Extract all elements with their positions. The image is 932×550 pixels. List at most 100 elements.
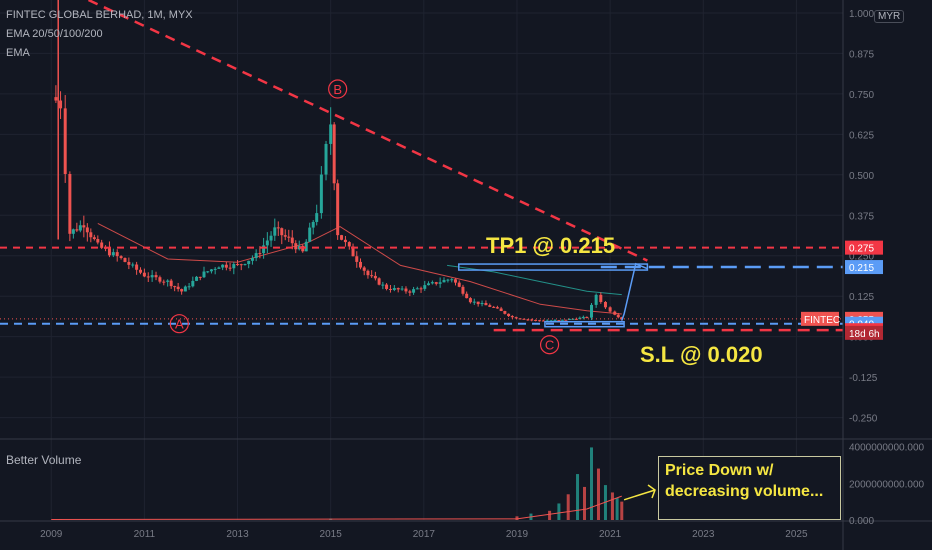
candle-body: [370, 275, 374, 277]
wave-b-label: B: [333, 82, 342, 97]
candle-body: [567, 318, 571, 320]
currency-badge[interactable]: MYR: [874, 10, 905, 23]
candle-body: [537, 320, 541, 322]
symbol-legend[interactable]: FINTEC GLOBAL BERHAD, 1M, MYX: [6, 9, 193, 21]
candle-body: [54, 97, 58, 101]
candle-body: [107, 248, 111, 256]
x-tick-label: 2013: [226, 529, 249, 540]
candle-body: [85, 227, 89, 233]
candle-body: [480, 303, 484, 305]
candle-body: [63, 108, 67, 175]
candle-body: [495, 307, 499, 309]
candle-body: [408, 291, 412, 293]
tp1-label: TP1 @ 0.215: [486, 233, 616, 258]
candle-body: [560, 319, 564, 321]
volume-bar: [583, 486, 587, 520]
candle-body: [59, 100, 63, 109]
candle-body: [599, 294, 603, 302]
candle-body: [176, 286, 180, 290]
volume-bar: [589, 447, 593, 520]
candle-body: [613, 311, 617, 315]
candle-body: [92, 237, 96, 240]
candle-body: [169, 280, 173, 287]
candle-body: [564, 319, 568, 321]
candle-body: [589, 304, 593, 318]
candle-body: [247, 260, 251, 265]
resistance-tag-bg: [845, 240, 883, 255]
candle-body: [388, 288, 392, 290]
candle-body: [183, 286, 187, 292]
wave-b-circle: [328, 79, 348, 99]
candle-body: [616, 314, 620, 318]
candle-body: [243, 264, 247, 266]
candle-body: [280, 228, 284, 236]
candle-body: [127, 261, 131, 265]
candle-body: [142, 272, 146, 277]
tp1-tag-bg: [845, 260, 883, 275]
candle-body: [343, 239, 347, 243]
candle-body: [236, 264, 240, 266]
volume-legend[interactable]: Better Volume: [6, 453, 82, 467]
candle-body: [273, 227, 277, 236]
volume-bar: [576, 474, 580, 520]
candle-body: [430, 282, 434, 284]
tp1-tag-text: 0.215: [849, 263, 874, 274]
candle-body: [503, 311, 507, 314]
x-tick-label: 2017: [413, 529, 436, 540]
candle-body: [304, 241, 308, 252]
x-tick-label: 2015: [320, 529, 343, 540]
candle-body: [450, 279, 454, 281]
candle-body: [434, 282, 438, 284]
candle-body: [446, 279, 450, 281]
volume-pane: [51, 447, 624, 520]
resistance-tag-text: 0.275: [849, 244, 874, 255]
candle-body: [396, 288, 400, 290]
candle-body: [526, 319, 530, 321]
stop-loss-label: S.L @ 0.020: [640, 342, 763, 367]
candle-body: [180, 289, 184, 292]
volume-bar: [515, 516, 519, 520]
volume-bar: [615, 497, 619, 520]
candle-body: [426, 283, 430, 286]
candle-body: [150, 275, 154, 278]
candle-body: [265, 240, 269, 246]
candle-body: [276, 227, 280, 229]
y-tick-label: 0.125: [849, 292, 874, 303]
candle-body: [239, 264, 243, 266]
volume-ma-line: [51, 495, 622, 520]
y-tick-label: -0.250: [849, 414, 878, 425]
candle-body: [191, 280, 195, 287]
candle-body: [419, 288, 423, 290]
candle-body: [232, 264, 236, 269]
note-arrow: [623, 484, 656, 501]
projection-path: [621, 262, 648, 321]
x-tick-label: 2023: [692, 529, 715, 540]
ema-legend[interactable]: EMA 20/50/100/200: [6, 28, 103, 40]
candle-body: [415, 288, 419, 290]
candle-body: [308, 227, 312, 242]
candle-body: [96, 239, 100, 243]
y-tick-label: 0.750: [849, 90, 874, 101]
x-tick-label: 2009: [40, 529, 63, 540]
ema-legend-2[interactable]: EMA: [6, 47, 30, 59]
y-tick-label: 0.250: [849, 252, 874, 263]
candle-body: [423, 285, 427, 289]
candle-body: [557, 320, 561, 322]
candle-body: [115, 252, 119, 257]
candle-body: [514, 317, 518, 319]
candle-body: [100, 242, 104, 248]
candle-body: [254, 253, 258, 259]
candle-body: [620, 317, 624, 320]
candle-body: [146, 276, 150, 278]
candle-body: [217, 267, 221, 269]
candle-body: [355, 256, 359, 262]
candles: [54, 0, 624, 322]
candle-body: [250, 258, 254, 261]
candle-body: [461, 286, 465, 294]
y-tick-label: 1.000: [849, 9, 874, 20]
candle-body: [324, 143, 328, 175]
candle-body: [195, 276, 199, 281]
candle-body: [162, 281, 166, 283]
